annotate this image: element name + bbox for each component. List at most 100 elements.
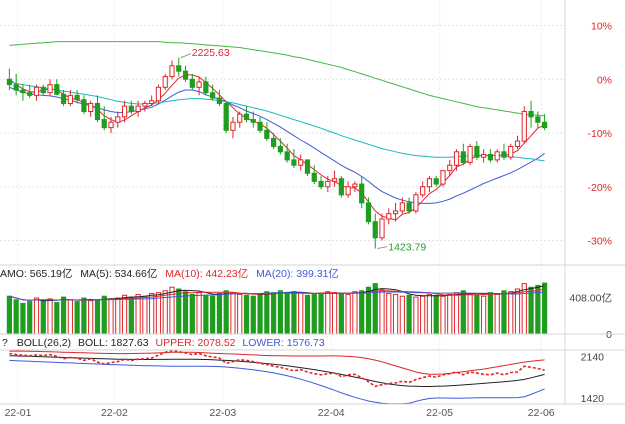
candle-body	[460, 151, 466, 164]
volume-bar	[60, 296, 67, 335]
price-y-tick-label: 0%	[597, 74, 612, 86]
candle-body	[176, 65, 182, 72]
candle-body	[243, 113, 250, 121]
volume-bar	[277, 290, 283, 335]
volume-bar	[487, 292, 494, 335]
boll-upper-value: UPPER: 2078.52	[155, 337, 236, 349]
volume-bar	[453, 292, 460, 335]
volume-bar	[291, 291, 297, 335]
candle-body	[27, 92, 33, 96]
price-moving-averages	[9, 41, 545, 221]
candle-body	[535, 116, 541, 123]
candle-body	[54, 84, 60, 95]
candle-body	[284, 151, 290, 161]
price-annotations: 2225.63 1423.79	[180, 47, 426, 254]
candle-body	[542, 121, 548, 129]
volume-bar	[481, 295, 487, 335]
amo-ma10-value: MA(10): 442.23亿	[165, 268, 249, 280]
panel-dividers	[0, 0, 625, 405]
candle-body	[514, 140, 521, 147]
candle-body	[325, 180, 331, 188]
volume-bar	[81, 297, 87, 335]
volume-bar	[237, 293, 243, 335]
volume-bar	[447, 293, 453, 335]
candle-body	[264, 129, 270, 139]
volume-bar	[108, 298, 114, 335]
volume-bar	[331, 292, 338, 335]
candle-body	[379, 218, 385, 239]
volume-bar	[386, 293, 392, 335]
volume-bar	[27, 301, 33, 335]
candle-body	[108, 121, 114, 129]
volume-bar	[128, 296, 134, 335]
volume-bar	[392, 293, 399, 335]
volume-bar	[318, 293, 324, 335]
candle-body	[474, 145, 480, 158]
volume-bar	[230, 292, 236, 335]
ma-line	[9, 74, 545, 221]
candle-body	[365, 202, 372, 223]
candle-body	[128, 105, 134, 112]
candle-body	[426, 178, 433, 188]
candle-body	[413, 194, 419, 212]
candle-body	[453, 151, 460, 166]
candle-body	[440, 170, 446, 185]
candle-body	[223, 102, 229, 131]
x-tick-label: 22-04	[318, 407, 345, 419]
volume-bar	[508, 291, 514, 335]
candle-body	[359, 183, 365, 204]
candle-body	[318, 180, 324, 188]
volume-bar	[467, 293, 473, 335]
candle-body	[521, 111, 527, 142]
volume-bar	[182, 291, 189, 335]
volume-bar	[521, 283, 527, 335]
candle-body	[40, 86, 46, 94]
candle-body	[115, 116, 121, 123]
candle-body	[311, 172, 317, 182]
candle-body	[433, 178, 439, 185]
price-y-tick-label: -30%	[587, 236, 612, 248]
candle-body	[406, 202, 412, 212]
candle-body	[182, 70, 189, 80]
price-y-tick-label: -20%	[587, 182, 612, 194]
boll-legend: ? BOLL(26,2) BOLL: 1827.63 UPPER: 2078.5…	[2, 337, 325, 349]
candle-body	[386, 213, 392, 220]
boll-y-tick-label: 2140	[581, 351, 605, 363]
volume-bar	[474, 294, 480, 335]
candle-body	[494, 151, 500, 161]
help-icon[interactable]: ?	[2, 337, 8, 349]
volume-bar	[20, 302, 26, 335]
volume-bar	[88, 300, 94, 335]
low-annotation: 1423.79	[388, 242, 426, 254]
candle-body	[81, 99, 87, 113]
candle-body	[13, 84, 19, 91]
candle-body	[74, 94, 80, 101]
volume-bar	[304, 294, 311, 335]
volume-bar	[359, 290, 365, 335]
candle-body	[142, 102, 148, 107]
volume-bar	[13, 299, 19, 335]
volume-bar	[426, 293, 433, 335]
candle-body	[216, 97, 223, 104]
x-tick-label: 22-03	[209, 407, 236, 419]
amo-ma5-value: MA(5): 534.66亿	[80, 268, 158, 280]
volume-bar	[413, 296, 419, 335]
volume-bar	[433, 294, 439, 335]
volume-bar	[501, 290, 507, 335]
volume-bar	[440, 295, 446, 335]
volume-bar	[33, 297, 40, 335]
candle-body	[528, 111, 534, 118]
candle-body	[298, 159, 304, 166]
candle-body	[508, 145, 514, 158]
candle-body	[481, 154, 487, 158]
price-gridlines	[0, 0, 565, 404]
candle-body	[196, 81, 202, 88]
ma-line	[9, 81, 545, 162]
volume-bar	[250, 295, 256, 335]
price-y-tick-label: 10%	[591, 21, 612, 33]
candle-body	[237, 113, 243, 123]
candle-body	[33, 86, 40, 96]
volume-bar	[101, 295, 107, 335]
candle-body	[67, 94, 73, 104]
